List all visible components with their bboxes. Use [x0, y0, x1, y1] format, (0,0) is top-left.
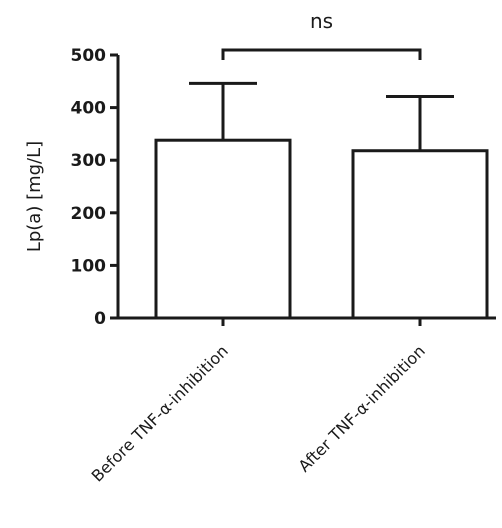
significance-bracket	[221, 48, 422, 60]
category-label: Before TNF-α-inhibition	[88, 341, 232, 485]
y-tick-label: 400	[71, 99, 107, 119]
bars	[154, 81, 489, 320]
y-tick-label: 100	[71, 256, 107, 276]
y-tick-label: 0	[94, 309, 106, 329]
bar	[154, 138, 292, 320]
y-tick-label: 500	[71, 46, 107, 66]
y-axis-title: Lp(a) [mg/L]	[24, 141, 45, 252]
y-tick-label: 200	[71, 204, 107, 224]
category-label: After TNF-α-inhibition	[295, 341, 429, 475]
significance-label: ns	[310, 9, 333, 33]
y-tick-label: 300	[71, 151, 107, 171]
bar	[351, 149, 489, 320]
